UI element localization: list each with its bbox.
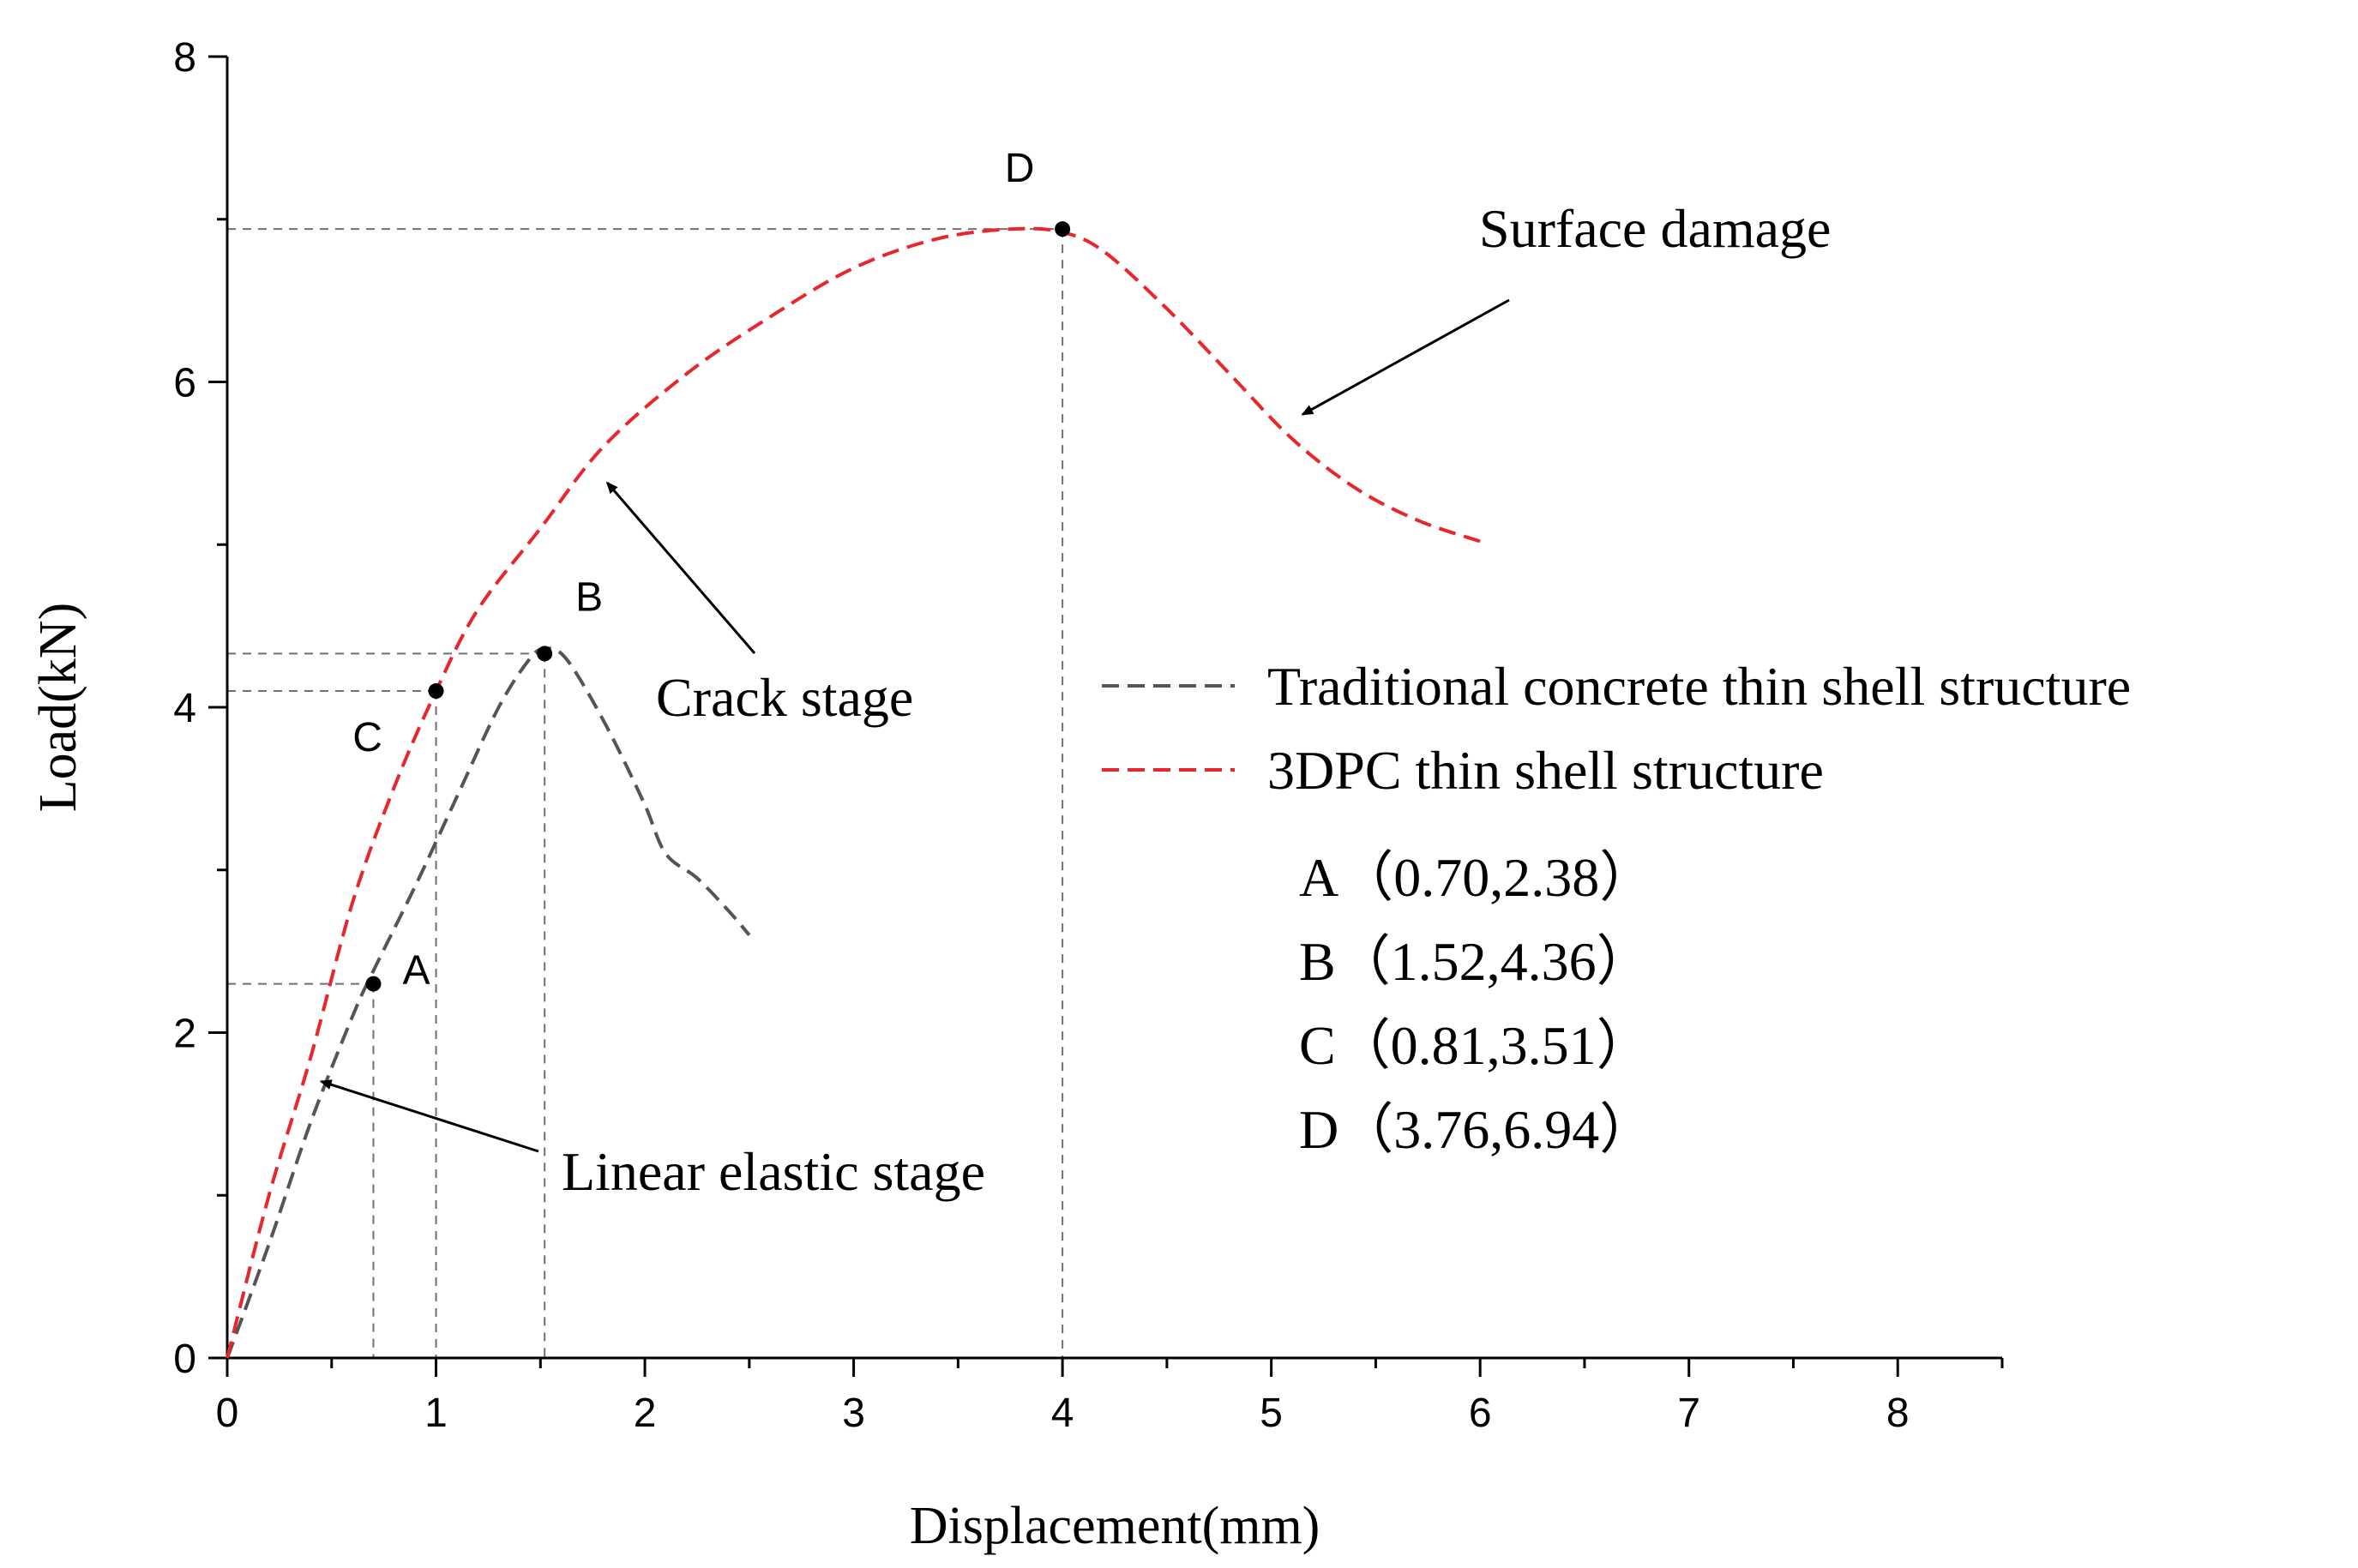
series-traditional-line bbox=[226, 646, 751, 1359]
y-tick-label: 2 bbox=[173, 1012, 196, 1057]
key-points-layer: A B C D bbox=[352, 146, 1071, 994]
key-point-b bbox=[537, 646, 553, 662]
legend: Traditional concrete thin shell structur… bbox=[1102, 656, 2131, 801]
x-tick-label: 2 bbox=[634, 1391, 657, 1436]
key-point-label-c: C bbox=[352, 715, 382, 760]
y-axis-title: Load(kN) bbox=[29, 603, 87, 812]
x-tick-label: 0 bbox=[216, 1391, 239, 1436]
key-point-coordinates: A（0.70,2.38） B（1.52,4.36） C（0.81,3.51） D… bbox=[1299, 847, 1654, 1160]
x-tick-label: 4 bbox=[1051, 1391, 1074, 1436]
guide-lines bbox=[227, 228, 1064, 1358]
x-tick-label: 8 bbox=[1886, 1391, 1910, 1436]
coordinate-b: B（1.52,4.36） bbox=[1299, 931, 1651, 992]
key-point-a bbox=[365, 976, 382, 992]
y-axis-ticks: 0 2 4 6 8 bbox=[173, 35, 227, 1382]
key-point-label-b: B bbox=[575, 574, 603, 620]
x-tick-label: 5 bbox=[1260, 1391, 1283, 1436]
y-tick-label: 6 bbox=[173, 361, 196, 406]
x-tick-label: 1 bbox=[424, 1391, 448, 1436]
coordinate-d: D（3.76,6.94） bbox=[1299, 1099, 1654, 1160]
legend-label-traditional: Traditional concrete thin shell structur… bbox=[1267, 656, 2131, 717]
coordinate-c: C（0.81,3.51） bbox=[1299, 1015, 1651, 1076]
y-tick-label: 8 bbox=[173, 35, 196, 81]
x-tick-label: 7 bbox=[1677, 1391, 1700, 1436]
y-tick-label: 0 bbox=[173, 1337, 196, 1382]
annotation-surface-damage: Surface damage bbox=[1479, 198, 1831, 259]
annotation-linear-elastic-stage: Linear elastic stage bbox=[562, 1141, 985, 1202]
annotation-crack-stage: Crack stage bbox=[656, 667, 913, 728]
annotation-arrow-linear-elastic-stage bbox=[319, 1079, 539, 1153]
annotation-layer: Surface damage Crack stage Linear elastic … bbox=[319, 198, 1831, 1202]
key-point-d bbox=[1055, 221, 1071, 237]
y-tick-label: 4 bbox=[173, 686, 196, 731]
key-point-label-a: A bbox=[402, 948, 430, 994]
coordinate-a: A（0.70,2.38） bbox=[1299, 847, 1654, 908]
x-tick-label: 3 bbox=[842, 1391, 865, 1436]
annotation-arrow-surface-damage bbox=[1301, 298, 1510, 416]
legend-label-3dpc: 3DPC thin shell structure bbox=[1267, 740, 1824, 801]
x-tick-label: 6 bbox=[1469, 1391, 1492, 1436]
annotation-arrow-crack-stage bbox=[605, 481, 756, 654]
x-axis-title: Displacement(mm) bbox=[910, 1497, 1320, 1555]
key-point-label-d: D bbox=[1005, 146, 1035, 191]
x-axis-ticks: 0 1 2 3 4 5 6 7 8 bbox=[216, 1358, 2004, 1436]
key-point-c bbox=[428, 683, 444, 700]
series-3dpc-line bbox=[226, 226, 1481, 1359]
series-layer bbox=[226, 226, 1481, 1359]
